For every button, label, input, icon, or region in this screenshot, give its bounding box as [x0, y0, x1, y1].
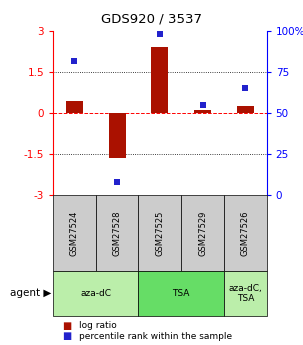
Text: GSM27526: GSM27526 — [241, 210, 250, 256]
Text: ■: ■ — [62, 321, 72, 331]
Text: TSA: TSA — [172, 289, 190, 298]
Bar — [66, 101, 83, 113]
Bar — [237, 106, 254, 113]
Point — [115, 179, 120, 185]
Text: ■: ■ — [62, 332, 72, 341]
Text: GSM27524: GSM27524 — [70, 210, 79, 256]
Text: log ratio: log ratio — [79, 321, 117, 330]
Bar — [151, 47, 168, 113]
Bar — [108, 113, 126, 158]
Text: aza-dC: aza-dC — [80, 289, 111, 298]
Point — [243, 86, 248, 91]
Text: aza-dC,
TSA: aza-dC, TSA — [228, 284, 262, 303]
Bar — [194, 110, 211, 113]
Text: percentile rank within the sample: percentile rank within the sample — [79, 332, 232, 341]
Point — [158, 31, 162, 37]
Text: GDS920 / 3537: GDS920 / 3537 — [101, 12, 202, 25]
Text: GSM27528: GSM27528 — [113, 210, 122, 256]
Text: GSM27525: GSM27525 — [155, 210, 164, 256]
Text: agent ▶: agent ▶ — [10, 288, 52, 298]
Point — [200, 102, 205, 108]
Text: GSM27529: GSM27529 — [198, 210, 207, 256]
Point — [72, 58, 77, 63]
